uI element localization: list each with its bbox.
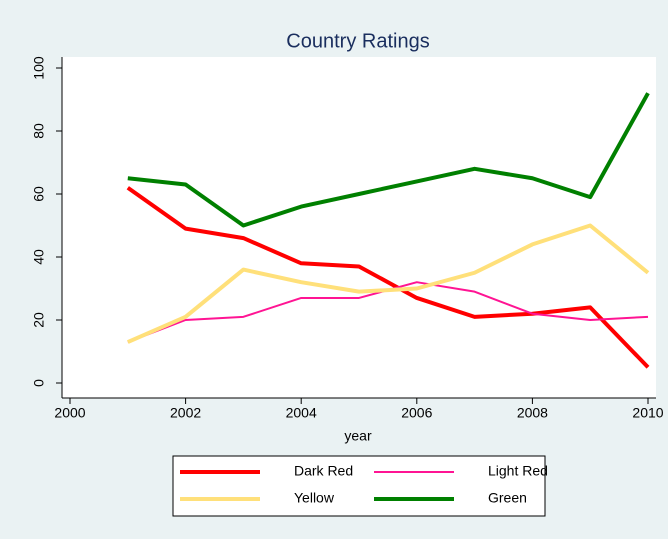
y-tick-label: 60 [31, 186, 47, 202]
series-line [127, 92, 650, 228]
legend-label: Light Red [488, 463, 548, 479]
plot-area [62, 57, 656, 398]
y-tick-label: 0 [31, 379, 47, 387]
chart-title: Country Ratings [286, 30, 429, 52]
x-tick-label: 2008 [517, 405, 548, 421]
y-tick-label: 40 [31, 249, 47, 265]
x-axis-label: year [344, 428, 372, 444]
x-tick-label: 2010 [632, 405, 663, 421]
legend-label: Yellow [294, 490, 335, 506]
x-tick-label: 2006 [401, 405, 432, 421]
series-line [126, 186, 650, 369]
series-line [127, 223, 650, 344]
legend-label: Dark Red [294, 463, 353, 479]
y-tick-label: 80 [31, 123, 47, 139]
y-tick-label: 100 [31, 56, 47, 80]
x-tick-label: 2004 [286, 405, 317, 421]
x-tick-label: 2002 [170, 405, 201, 421]
y-tick-label: 20 [31, 312, 47, 328]
legend [172, 455, 546, 517]
legend-label: Green [488, 490, 527, 506]
x-tick-label: 2000 [54, 405, 85, 421]
